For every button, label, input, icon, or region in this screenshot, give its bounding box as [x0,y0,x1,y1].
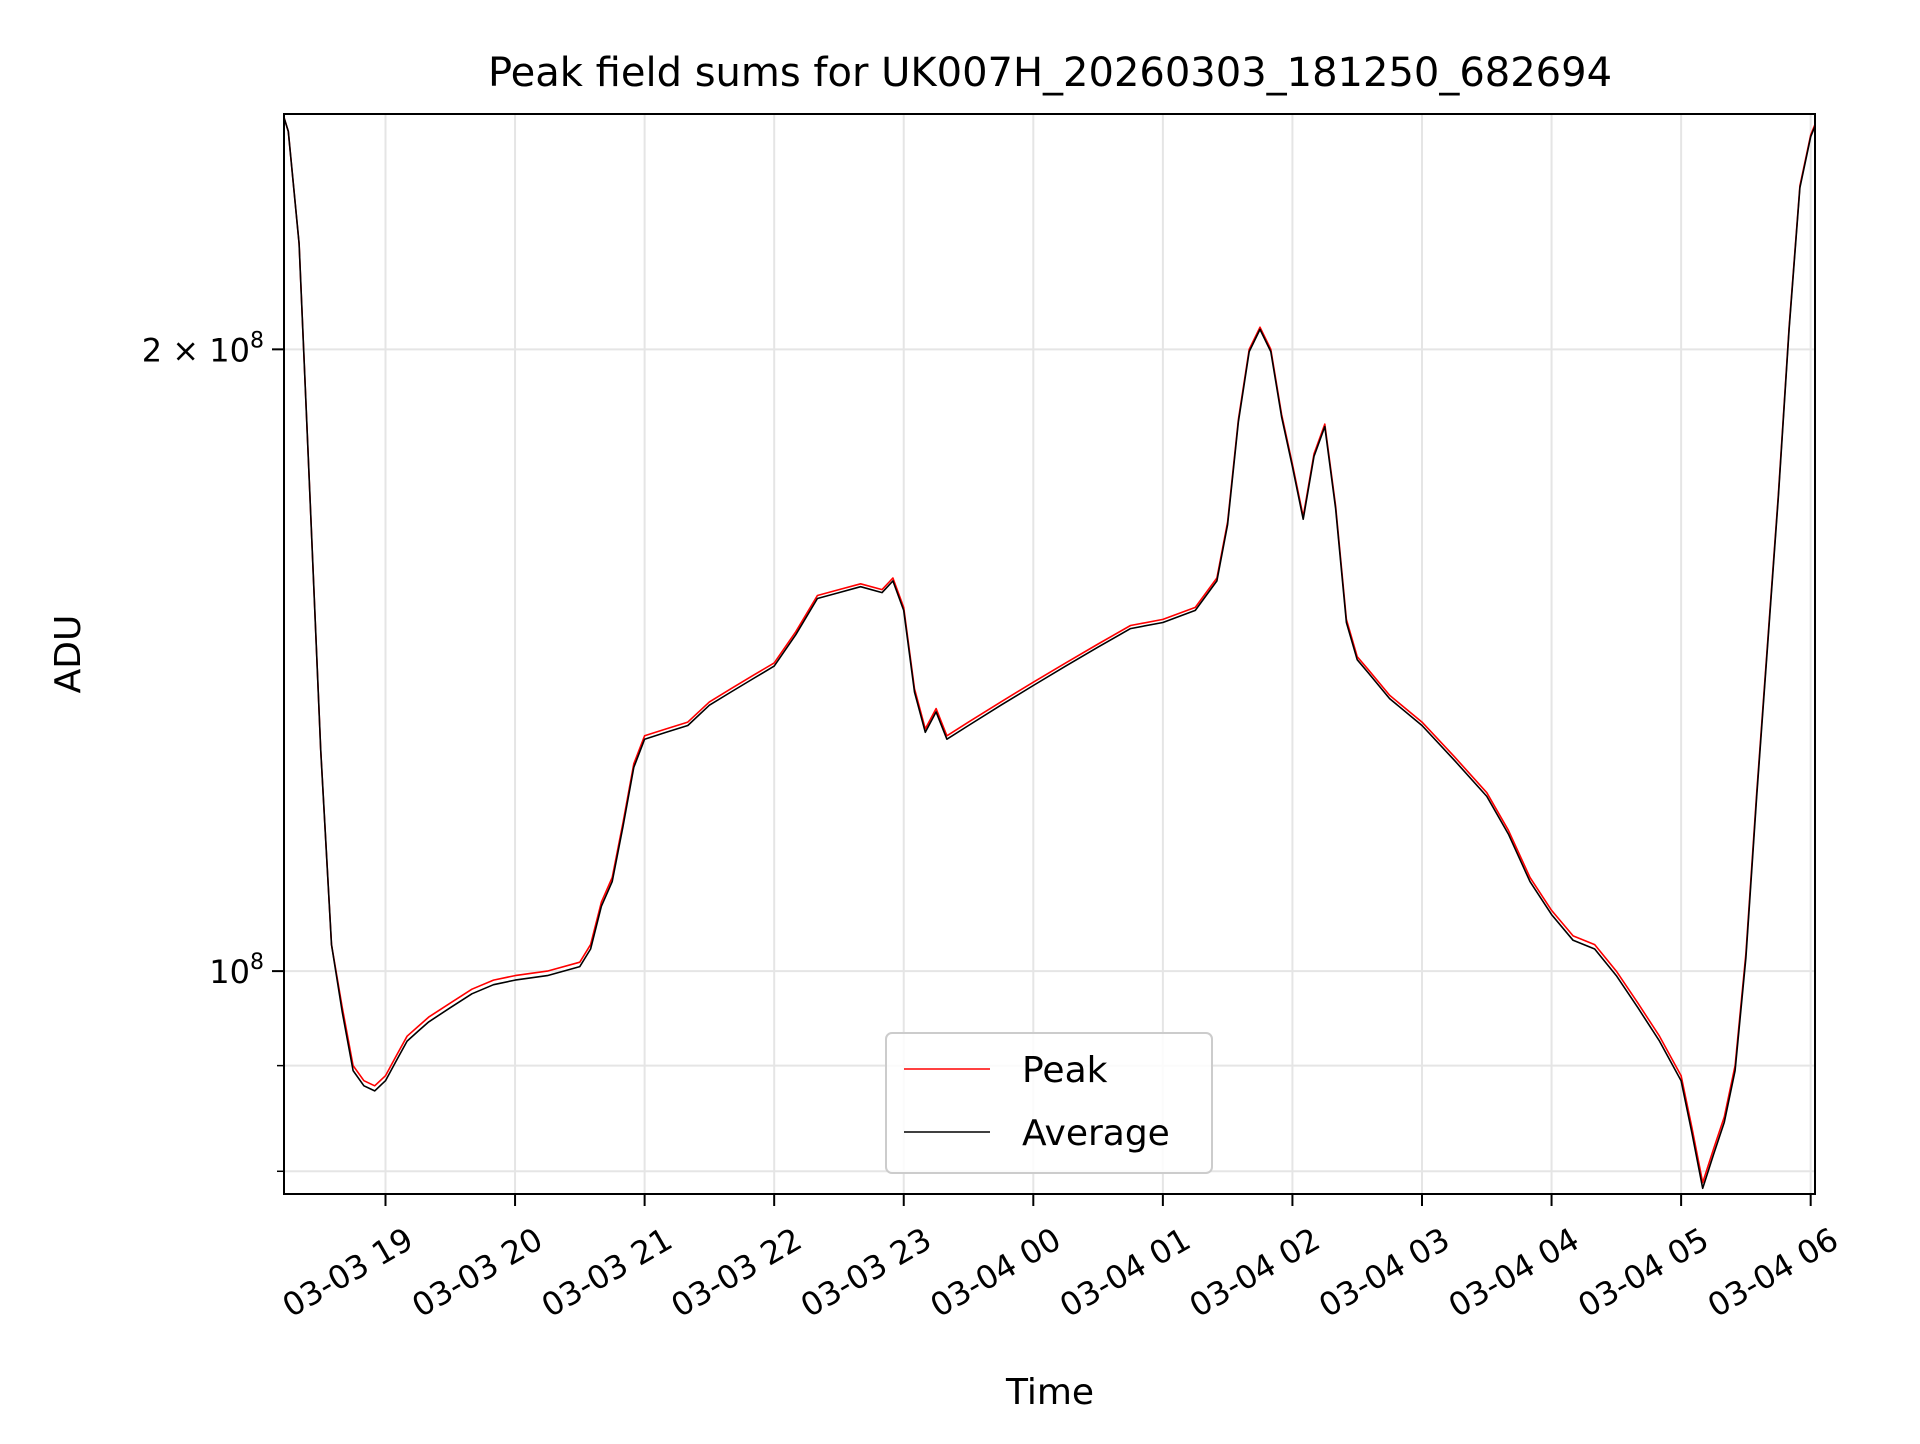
grid-lines [284,114,1815,1194]
series-line-peak [283,117,1816,1184]
x-axis-label: Time [1005,1372,1094,1413]
y-axis-label: ADU [48,615,89,694]
series-line-average [283,117,1816,1190]
legend-box [885,1032,1213,1174]
chart-title: Peak field sums for UK007H_20260303_1812… [488,50,1612,96]
y-tick-label-exponent: 8 [250,328,264,353]
plot-frame [283,113,1816,1195]
y-tick-label-base: 10 [209,953,250,991]
y-tick-label: 108 [209,950,264,991]
y-tick-label-base: 2 × 10 [142,331,250,369]
data-lines [283,117,1816,1190]
legend-peak-label: Peak [1022,1050,1108,1091]
legend: Peak Average [885,1032,1213,1174]
legend-average-label: Average [1022,1113,1170,1154]
y-tick-label: 2 × 108 [142,328,264,369]
y-tick-label-exponent: 8 [250,950,264,975]
